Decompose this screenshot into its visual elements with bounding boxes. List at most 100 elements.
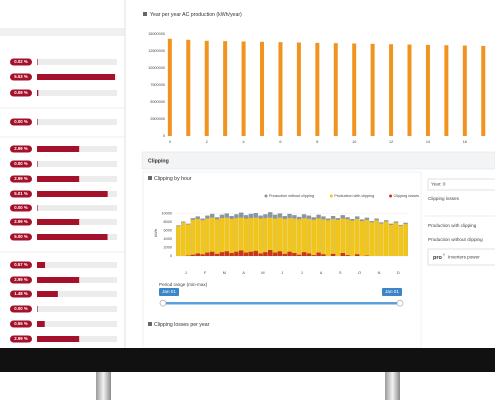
y-tick-label: 0 (170, 254, 172, 258)
x-tick-label: 10 (352, 140, 356, 144)
loss-bar (37, 277, 80, 283)
chart-title: Year per year AC production (kWh/year) (150, 12, 242, 18)
x-tick-label: D (397, 271, 400, 275)
hour-bar (359, 221, 365, 256)
hour-bar (369, 222, 374, 256)
hour-bar (297, 254, 302, 256)
hour-bar (229, 218, 234, 256)
y-tick-label: 4000 (164, 237, 172, 241)
hour-bar (248, 251, 254, 256)
hour-bar (253, 250, 258, 256)
pill-label: 2.99 % (14, 146, 28, 151)
hour-bar (258, 218, 263, 256)
pill-label: 0.02 % (14, 59, 28, 64)
hour-bar (239, 217, 244, 256)
hour-bar (301, 218, 307, 256)
hour-bar (321, 254, 326, 256)
range-end-box (382, 288, 402, 296)
hour-bar (306, 253, 312, 256)
x-tick-label: F (204, 271, 207, 275)
hour-bar (316, 218, 321, 256)
chart-subtitle: Clipping by hour (154, 176, 192, 182)
hour-bar (321, 219, 326, 256)
logo-sup: 6 (443, 252, 445, 256)
bar (296, 42, 301, 136)
hour-bar (403, 224, 408, 256)
hour-bar (219, 252, 225, 256)
bar (425, 44, 430, 136)
x-tick-label: J (301, 271, 303, 275)
loss-bar (37, 90, 39, 96)
pill-label: 0.00 % (14, 306, 28, 311)
clipping-header (141, 151, 495, 170)
per-year-title: Clipping losses per year (154, 322, 210, 328)
hour-bar (200, 254, 205, 256)
side-label: Production with clipping (428, 223, 477, 228)
hour-bar (350, 220, 355, 256)
bar (186, 39, 191, 136)
hour-bar (330, 218, 336, 256)
pill-label: 5.01 % (14, 191, 28, 196)
legend-label: Clipping losses (394, 194, 420, 198)
hour-bar (214, 219, 220, 256)
legend-label: Production with clipping (334, 194, 374, 198)
loss-bar (37, 306, 38, 312)
x-tick-label: J (281, 271, 283, 275)
x-tick-label: N (378, 271, 381, 275)
chart-icon (143, 12, 147, 16)
x-tick-label: M (223, 271, 226, 275)
y-tick-label: 10000000 (148, 66, 165, 70)
pill-label: 0.57 % (14, 262, 28, 267)
y-tick-label: 2000 (164, 245, 172, 249)
pill-label: 2.99 % (14, 336, 28, 341)
hour-bar (287, 251, 292, 256)
bar (462, 45, 467, 137)
bar (333, 43, 338, 136)
bar-track (37, 205, 117, 211)
x-tick-label: 2 (206, 140, 208, 144)
bar-track (37, 119, 117, 125)
range-handle[interactable] (396, 299, 404, 307)
hour-bar (200, 220, 205, 256)
hour-bar (253, 217, 258, 256)
hour-bar (224, 217, 229, 256)
pill-label: 2.99 % (14, 176, 28, 181)
y-tick-label: 12500000 (148, 49, 165, 53)
hour-bar (335, 219, 341, 256)
year-select[interactable] (427, 178, 495, 191)
pill (10, 261, 32, 269)
range-track (163, 302, 400, 305)
loss-bar (37, 161, 38, 167)
hour-bar (316, 252, 321, 256)
bar (204, 40, 209, 136)
bar (223, 41, 228, 136)
range-label: Period range (min-max) (159, 282, 208, 287)
y-tick-label: 2500000 (150, 117, 165, 121)
hour-bar (345, 219, 350, 256)
bar (370, 43, 375, 136)
bar (407, 44, 412, 136)
inverter-box[interactable] (427, 248, 495, 266)
hour-bar (263, 252, 268, 256)
x-tick-label: S (339, 271, 342, 275)
loss-bar (37, 234, 108, 240)
pill (10, 233, 32, 241)
range-handle[interactable] (159, 299, 167, 307)
monitor-stand (385, 372, 400, 400)
hour-bar (388, 224, 394, 256)
pill-label: 2.99 % (14, 277, 28, 282)
loss-bar (37, 146, 80, 152)
pill-label: 0.09 % (14, 90, 28, 95)
x-tick-label: 14 (426, 140, 430, 144)
hour-bar (181, 222, 186, 256)
hour-bar (176, 226, 181, 256)
range-end: Jan 01 (385, 289, 399, 294)
loss-bar (37, 219, 80, 225)
chart-icon (148, 322, 152, 326)
range-start: Jan 01 (162, 289, 176, 294)
loss-bar (37, 119, 38, 125)
hour-bar (355, 218, 360, 256)
pill (10, 118, 32, 126)
bar (352, 43, 357, 136)
pill-label: 0.00 % (14, 205, 28, 210)
